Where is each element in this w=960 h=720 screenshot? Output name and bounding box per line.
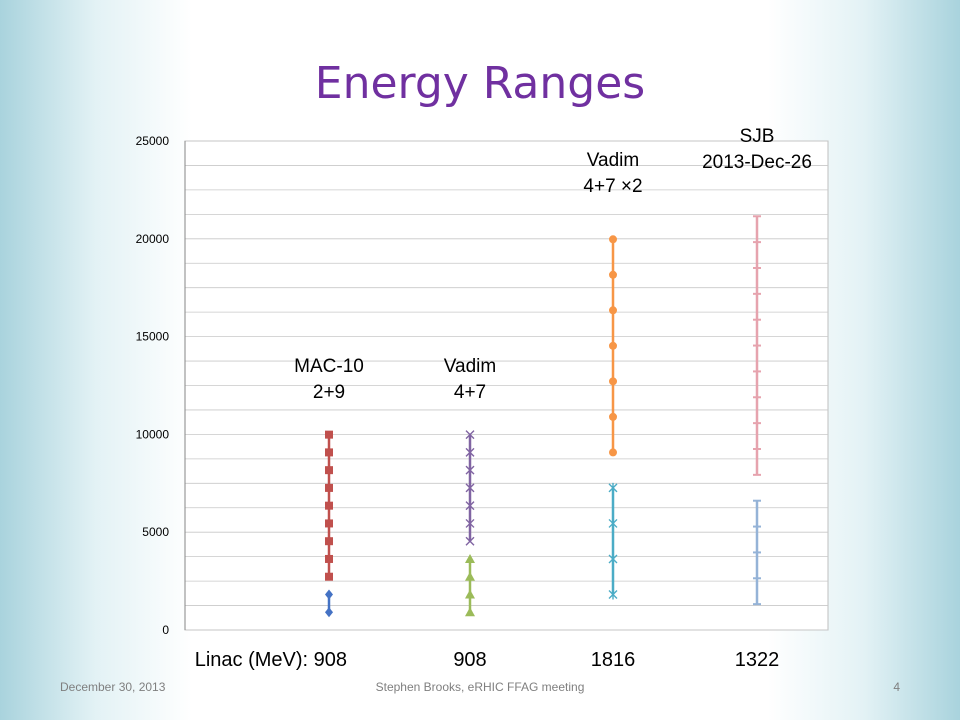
series-annotation: MAC-10 bbox=[294, 356, 364, 377]
y-tick-label: 20000 bbox=[136, 232, 170, 246]
series-annotation: 2+9 bbox=[313, 382, 345, 403]
data-point bbox=[465, 553, 475, 563]
data-point bbox=[608, 482, 618, 493]
y-tick-label: 25000 bbox=[136, 134, 170, 148]
data-point bbox=[325, 448, 333, 457]
data-point bbox=[325, 537, 333, 546]
data-point bbox=[325, 466, 333, 475]
footer-presenter: Stephen Brooks, eRHIC FFAG meeting bbox=[375, 680, 585, 694]
linac-label: Linac (MeV): 908 bbox=[195, 649, 347, 671]
data-point bbox=[325, 501, 333, 510]
y-tick-label: 10000 bbox=[136, 427, 170, 441]
data-point bbox=[608, 518, 618, 529]
series-annotation: 4+7 ×2 bbox=[583, 176, 642, 197]
footer-date: December 30, 2013 bbox=[60, 680, 166, 694]
data-point bbox=[609, 341, 617, 350]
data-point bbox=[465, 607, 475, 617]
data-point bbox=[609, 306, 617, 315]
data-point bbox=[465, 536, 475, 546]
series-annotation: 2013-Dec-26 bbox=[702, 152, 812, 173]
y-tick-label: 5000 bbox=[142, 525, 169, 539]
data-point bbox=[465, 571, 475, 581]
data-point bbox=[325, 589, 333, 600]
data-point bbox=[325, 554, 333, 563]
linac-value: 908 bbox=[453, 649, 486, 671]
data-point bbox=[325, 519, 333, 528]
page-number: 4 bbox=[893, 680, 900, 694]
data-point bbox=[609, 235, 617, 244]
data-point bbox=[608, 589, 618, 600]
series-annotation: Vadim bbox=[444, 356, 496, 377]
data-point bbox=[465, 465, 475, 475]
y-tick-label: 0 bbox=[162, 623, 169, 637]
data-point bbox=[325, 607, 333, 618]
data-point bbox=[325, 483, 333, 492]
linac-value: 1816 bbox=[591, 649, 636, 671]
data-point bbox=[325, 572, 333, 581]
data-point bbox=[465, 483, 475, 493]
data-point bbox=[465, 518, 475, 528]
data-point bbox=[465, 589, 475, 599]
slide-title: Energy Ranges bbox=[314, 58, 646, 109]
series-annotation: 4+7 bbox=[454, 382, 486, 403]
series-annotation: Vadim bbox=[587, 150, 639, 171]
series-annotation: SJB bbox=[740, 126, 775, 147]
data-point bbox=[609, 448, 617, 457]
data-point bbox=[609, 412, 617, 421]
data-point bbox=[609, 377, 617, 386]
data-point bbox=[609, 270, 617, 279]
data-point bbox=[465, 447, 475, 457]
y-tick-label: 15000 bbox=[136, 330, 170, 344]
linac-value: 1322 bbox=[735, 649, 780, 671]
data-point bbox=[608, 553, 618, 564]
data-point bbox=[465, 501, 475, 511]
data-point bbox=[465, 430, 475, 440]
data-point bbox=[325, 430, 333, 439]
